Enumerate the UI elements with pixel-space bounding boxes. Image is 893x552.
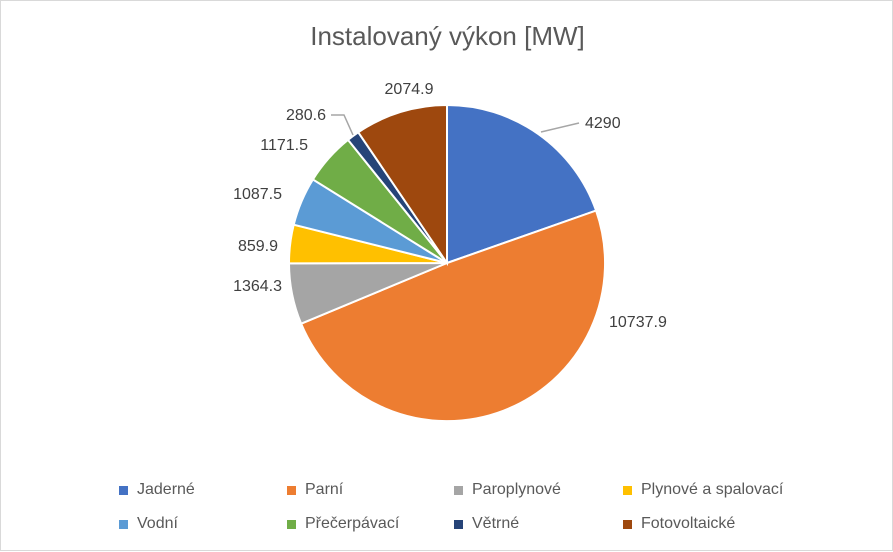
data-label-jaderne: 4290 (585, 115, 621, 132)
leader-line-jaderne (540, 122, 580, 133)
legend-swatch-vetrne (454, 519, 463, 529)
data-label-vetrne: 280.6 (286, 107, 326, 124)
legend-label: Vodní (137, 515, 178, 532)
legend-swatch-plynove (623, 485, 632, 495)
legend-label: Přečerpávací (305, 515, 400, 532)
legend-item: Přečerpávací (287, 514, 399, 534)
legend-label: Jaderné (137, 481, 195, 498)
legend-swatch-parni (287, 485, 296, 495)
legend-item: Paroplynové (454, 480, 561, 500)
data-label-precerpavaci: 1171.5 (260, 137, 308, 154)
pie-slice-fotovoltaicke (356, 103, 448, 267)
data-label-fotovoltaicke: 2074.9 (385, 81, 434, 98)
legend-label: Parní (305, 481, 344, 498)
data-label-parni: 10737.9 (609, 314, 667, 331)
legend-label: Větrné (472, 515, 520, 532)
legend-item: Fotovoltaické (623, 514, 735, 534)
data-label-plynove: 859.9 (238, 238, 278, 255)
legend-swatch-fotovoltaicke (623, 519, 632, 529)
legend-label: Fotovoltaické (641, 515, 736, 532)
legend-label: Paroplynové (472, 481, 561, 498)
legend-item: Vodní (119, 514, 178, 534)
legend-item: Parní (287, 480, 343, 500)
legend-swatch-vodni (119, 519, 128, 529)
legend-label: Plynové a spalovací (641, 481, 784, 498)
leader-line-vetrne (331, 114, 354, 136)
data-label-paroplynove: 1364.3 (233, 278, 282, 295)
legend-item: Jaderné (119, 480, 195, 500)
data-label-vodni: 1087.5 (233, 186, 282, 203)
legend-swatch-jaderne (119, 485, 128, 495)
pie-slice-parni (299, 209, 607, 423)
legend-swatch-precerpavaci (287, 519, 296, 529)
legend-item: Plynové a spalovací (623, 480, 783, 500)
legend-swatch-paroplynove (454, 485, 463, 495)
chart-title: Instalovaný výkon [MW] (310, 21, 585, 51)
legend-item: Větrné (454, 514, 519, 534)
